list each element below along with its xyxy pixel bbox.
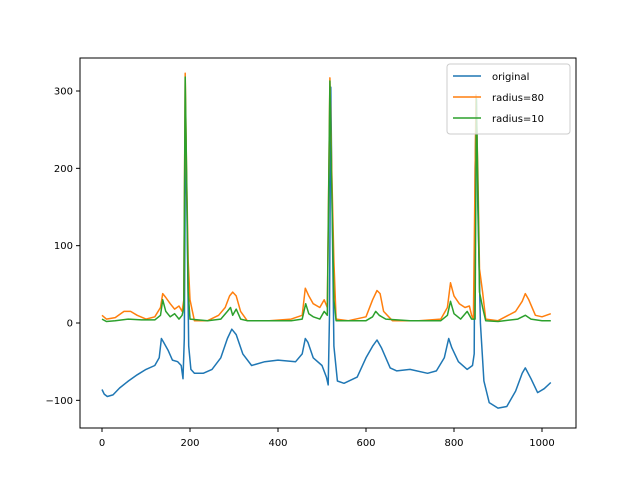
x-tick-label: 600 [356,438,375,449]
x-axis: 0 200 400 600 800 1000 [99,428,555,449]
legend-label-original: original [492,72,529,83]
legend-label-radius-10: radius=10 [492,114,544,125]
y-tick-label: 100 [54,241,73,252]
y-axis: −100 0 100 200 300 [46,87,80,407]
legend-label-radius-80: radius=80 [492,93,544,104]
series-line-radius-10 [101,76,551,323]
legend-box [446,63,571,135]
legend: original radius=80 radius=10 [446,63,571,135]
y-tick-label: 200 [54,164,73,175]
x-tick-label: 1000 [529,438,554,449]
x-tick-label: 200 [180,438,199,449]
legend-item-radius-80: radius=80 [453,93,544,104]
y-tick-label: −100 [46,396,73,407]
legend-item-radius-10: radius=10 [453,114,544,125]
legend-item-original: original [453,72,529,83]
axes-frame [79,57,577,429]
x-tick-label: 0 [99,438,105,449]
y-tick-label: 300 [54,87,73,98]
x-tick-label: 400 [268,438,287,449]
y-tick-label: 0 [67,319,73,330]
x-tick-label: 800 [444,438,463,449]
